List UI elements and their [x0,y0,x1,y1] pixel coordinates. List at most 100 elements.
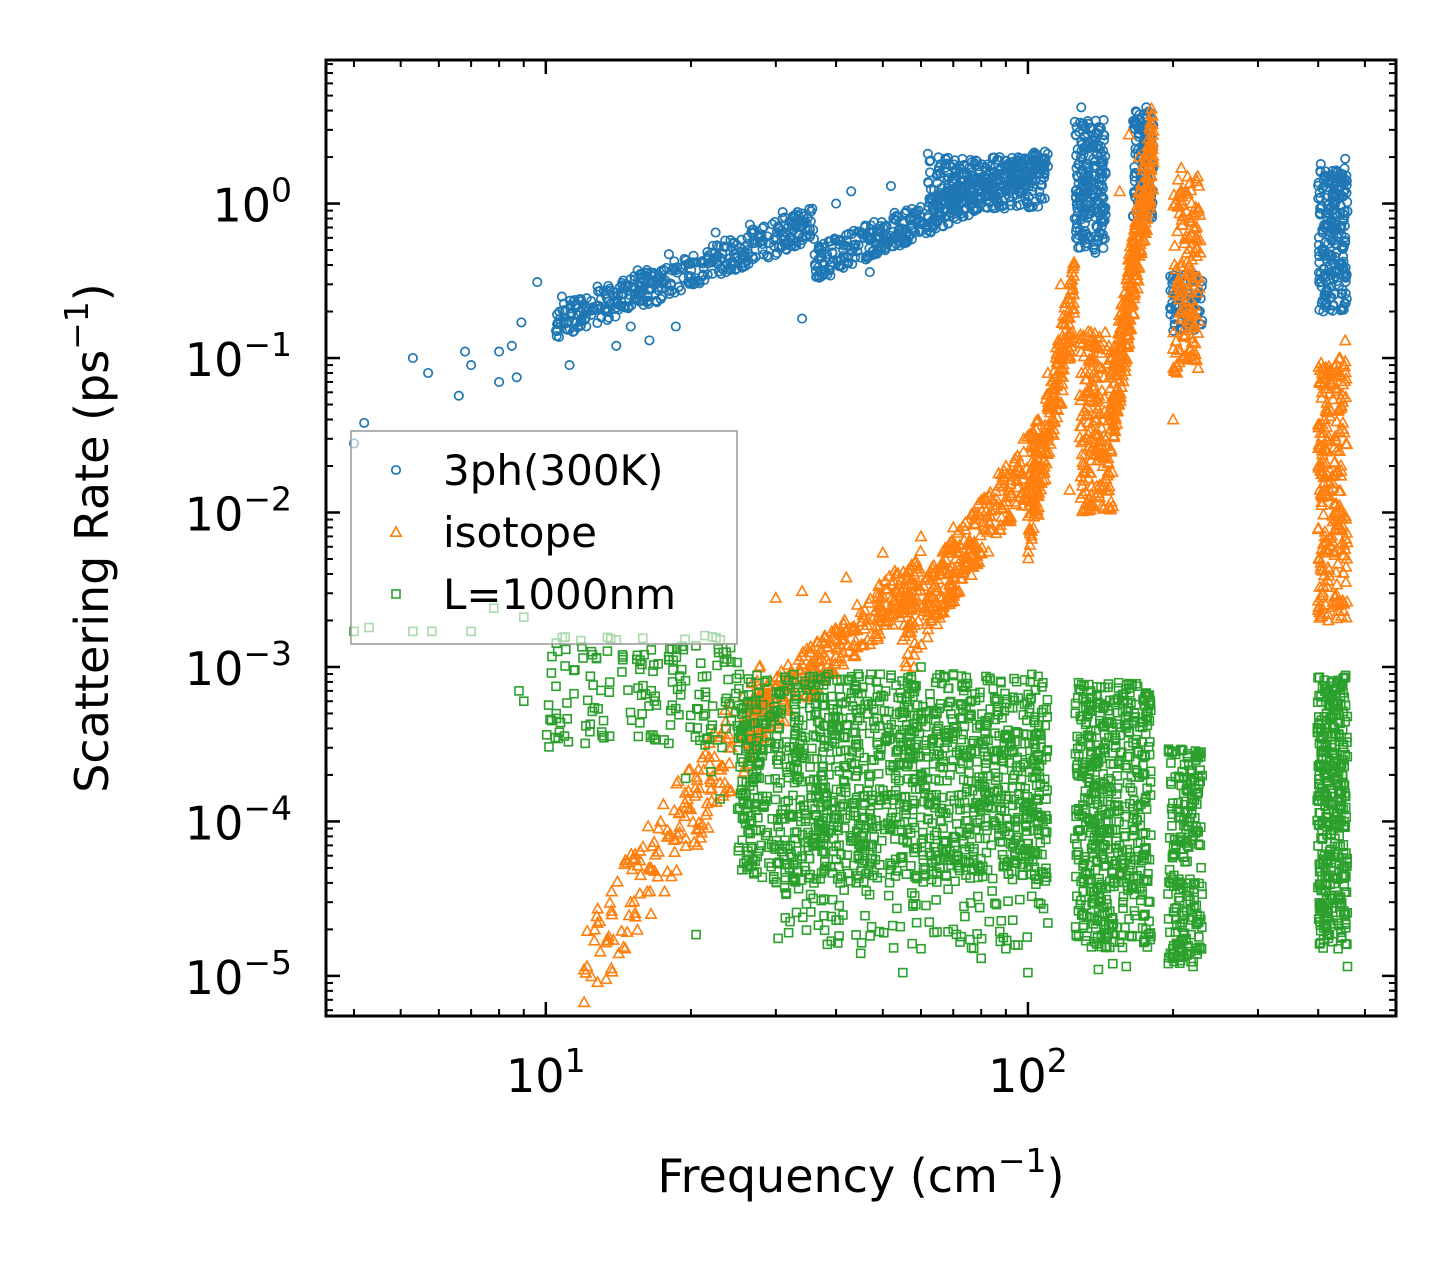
data-point [670,703,681,714]
data-point [582,306,593,317]
data-point [1054,277,1068,290]
data-point [782,767,792,778]
data-point [836,674,846,685]
data-point [1326,235,1337,246]
data-point [1014,486,1029,498]
data-point [633,853,647,866]
data-point [1073,419,1087,432]
data-point [1329,496,1343,509]
data-point [974,779,985,789]
data-point [1093,433,1107,446]
data-point [772,815,783,825]
data-point [968,548,982,561]
data-point [577,962,591,975]
data-point [870,627,884,640]
data-point [734,242,745,253]
data-point [856,703,866,714]
data-point [850,739,861,750]
data-point [1189,200,1203,213]
data-point [575,294,586,305]
data-point [1120,271,1134,284]
data-point [543,700,554,710]
data-point [1328,455,1342,467]
data-point [927,204,938,215]
data-point [760,830,771,841]
data-point [920,781,930,792]
data-point [885,180,897,192]
data-point [707,268,718,279]
data-point [1042,398,1056,411]
data-point [1327,305,1338,316]
data-point [756,230,767,241]
data-point [907,211,918,222]
data-point [1045,426,1060,439]
data-point [668,845,682,858]
data-point [1338,241,1349,252]
data-point [704,775,718,788]
data-point [1327,165,1338,176]
data-point [950,876,960,887]
data-point [896,632,910,645]
data-point [1328,273,1339,284]
data-point [820,848,831,858]
data-point [1337,303,1348,314]
data-point [453,390,464,401]
data-point [1084,325,1098,338]
data-point [1035,192,1046,203]
data-point [1322,359,1336,372]
data-point [1000,791,1011,802]
data-point [1140,223,1154,235]
data-point [760,677,770,688]
data-point [1041,399,1055,412]
data-point [764,743,774,754]
data-point [1319,381,1333,394]
data-point [888,213,899,224]
data-point [1107,357,1121,370]
data-point [1020,180,1031,191]
data-point [1138,159,1152,172]
data-point [758,221,770,232]
data-point [1086,415,1100,428]
data-point [702,247,713,258]
data-point [1336,177,1347,188]
data-point [1113,184,1127,197]
data-point [611,340,622,351]
data-point [532,277,543,288]
data-point [917,579,931,591]
data-point [925,184,936,195]
data-point [665,720,676,730]
data-point [769,741,780,752]
data-point [1054,396,1068,408]
data-point [1137,233,1152,246]
data-point [1184,263,1198,276]
data-point [886,607,900,620]
data-point [928,759,939,769]
data-point [460,346,471,357]
data-point [643,884,657,897]
data-point [544,742,554,752]
data-point [1089,136,1100,147]
data-point [902,234,913,246]
data-point [886,860,897,871]
data-point [1314,559,1328,572]
data-point [972,756,982,767]
data-point [603,895,617,908]
data-point [624,847,638,860]
data-point [1075,187,1086,198]
data-point [658,884,672,897]
data-point [669,256,680,267]
data-point [1329,200,1340,211]
data-point [1328,199,1339,210]
data-point [1328,548,1342,561]
data-point [762,827,773,838]
data-point [922,599,936,612]
data-point [1119,304,1133,317]
data-point [842,644,856,657]
data-point [1317,272,1328,283]
data-point [1171,271,1186,284]
data-point [1320,250,1331,261]
data-point [1175,213,1189,225]
data-point [1325,534,1339,547]
data-point [1177,329,1191,342]
data-point [1135,215,1149,228]
